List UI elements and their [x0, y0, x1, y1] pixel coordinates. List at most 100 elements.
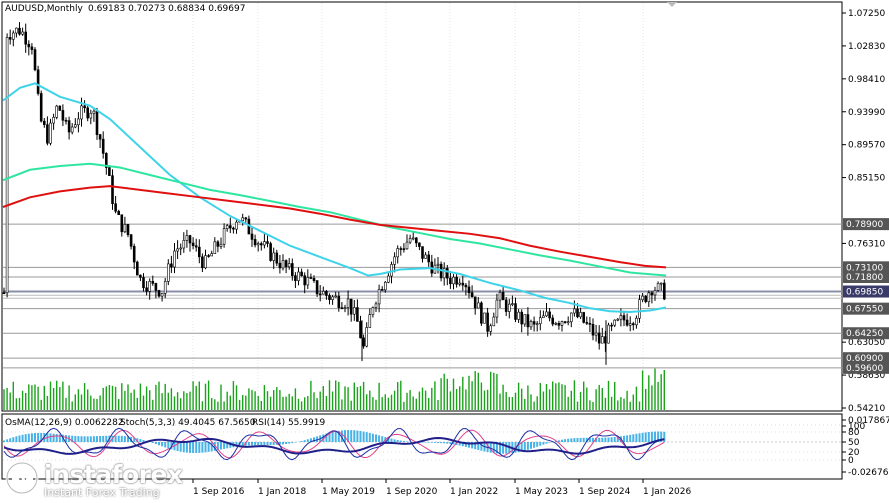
candle-body: [359, 321, 362, 339]
candle-body: [201, 256, 204, 269]
candle-body: [225, 225, 229, 229]
candle-body: [662, 282, 666, 300]
candle-body: [222, 228, 226, 245]
candle-body: [455, 276, 458, 285]
candle-body: [272, 252, 276, 261]
candle-body: [163, 281, 167, 294]
candle-body: [328, 295, 331, 300]
candle-body: [142, 277, 145, 289]
candle-body: [476, 302, 480, 309]
candle-body: [424, 254, 427, 259]
candle-body: [300, 271, 303, 277]
candle-body: [498, 292, 502, 301]
candle-body: [607, 324, 610, 344]
candle-body: [501, 292, 505, 301]
candle-body: [362, 337, 365, 347]
candle-body: [179, 247, 182, 250]
candle-body: [396, 248, 400, 258]
candle-body: [309, 277, 313, 279]
price-level-label: 0.59600: [846, 364, 883, 374]
candle-body: [563, 321, 567, 323]
candle-body: [638, 299, 641, 319]
price-level-label: 0.73100: [846, 263, 883, 273]
price-level-badge: [843, 302, 889, 315]
candle-body: [656, 283, 660, 291]
candle-body: [39, 93, 43, 122]
candle-body: [92, 110, 96, 114]
time-tick-label: 1 Jan 2022: [450, 487, 498, 497]
candle-body: [380, 289, 384, 291]
logo-tagline: Instant Forex Trading: [44, 486, 160, 499]
candle-body: [480, 302, 483, 324]
candle-body: [418, 242, 421, 247]
candle-body: [126, 224, 130, 235]
ma-green-line: [2, 162, 667, 277]
price-level-badge: [843, 218, 889, 231]
candle-body: [27, 43, 31, 48]
candle-body: [55, 105, 59, 118]
candle-body: [105, 153, 108, 168]
ohlc-values: 0.69183 0.70273 0.68834 0.69697: [88, 4, 245, 14]
candle-body: [616, 318, 620, 321]
candle-body: [24, 31, 28, 45]
candle-body: [650, 292, 654, 296]
candle-body: [281, 260, 285, 269]
ma-red-line: [2, 185, 667, 269]
candle-body: [269, 243, 272, 261]
candle-body: [61, 110, 65, 121]
candle-body: [58, 105, 62, 111]
candle-body: [331, 296, 334, 300]
price-level-badge: [843, 352, 889, 365]
candle-body: [278, 262, 282, 269]
candle-body: [129, 234, 133, 247]
candle-body: [198, 246, 201, 258]
instaforex-logo-icon: [5, 461, 39, 495]
candle-body: [613, 319, 617, 326]
candle-body: [83, 105, 86, 109]
price-tick-label: 0.58630: [848, 371, 885, 381]
candle-body: [622, 315, 626, 321]
candle-body: [287, 263, 291, 268]
logo-wordmark: instaforex: [44, 460, 183, 489]
sub-tick-label: 20: [848, 448, 860, 458]
candle-body: [194, 245, 198, 248]
price-level-badge: [843, 327, 889, 340]
candle-body: [507, 303, 511, 312]
candle-body: [464, 284, 468, 288]
indicator-window: [3, 424, 842, 461]
candle-body: [628, 323, 632, 326]
candle-body: [597, 332, 601, 344]
candle-body: [653, 290, 657, 296]
price-level-label: 0.69850: [846, 288, 883, 298]
candle-body: [582, 312, 586, 323]
candle-body: [427, 254, 431, 263]
candle-body: [294, 275, 297, 281]
candle-body: [504, 299, 508, 312]
candle-body: [241, 217, 244, 221]
candle-body: [256, 243, 260, 246]
candle-body: [535, 323, 539, 325]
candle-body: [551, 317, 555, 325]
candle-body: [591, 323, 595, 336]
candle-body: [377, 289, 381, 305]
candle-body: [8, 37, 12, 40]
candle-body: [318, 293, 322, 296]
grid: [192, 3, 644, 410]
time-tick-label: 1 May 2023: [515, 487, 568, 497]
candle-body: [259, 243, 263, 246]
candle-body: [387, 275, 390, 283]
sub-tick-label: 0: [848, 456, 854, 466]
rsi-label: RSI(14) 55.9919: [252, 418, 325, 428]
price-level-badge: [843, 361, 889, 374]
candle-body: [114, 203, 117, 212]
candle-body: [49, 122, 52, 144]
candle-body: [365, 327, 369, 347]
chart-shift-marker[interactable]: [667, 2, 677, 7]
candle-body: [414, 237, 418, 244]
candle-body: [625, 319, 629, 326]
candle-body: [160, 293, 164, 297]
price-axis: 1.07250 1.02830 0.98410 0.93990 0.89570 0.851…: [842, 9, 889, 478]
candle-body: [461, 282, 465, 286]
candle-body: [641, 295, 644, 300]
